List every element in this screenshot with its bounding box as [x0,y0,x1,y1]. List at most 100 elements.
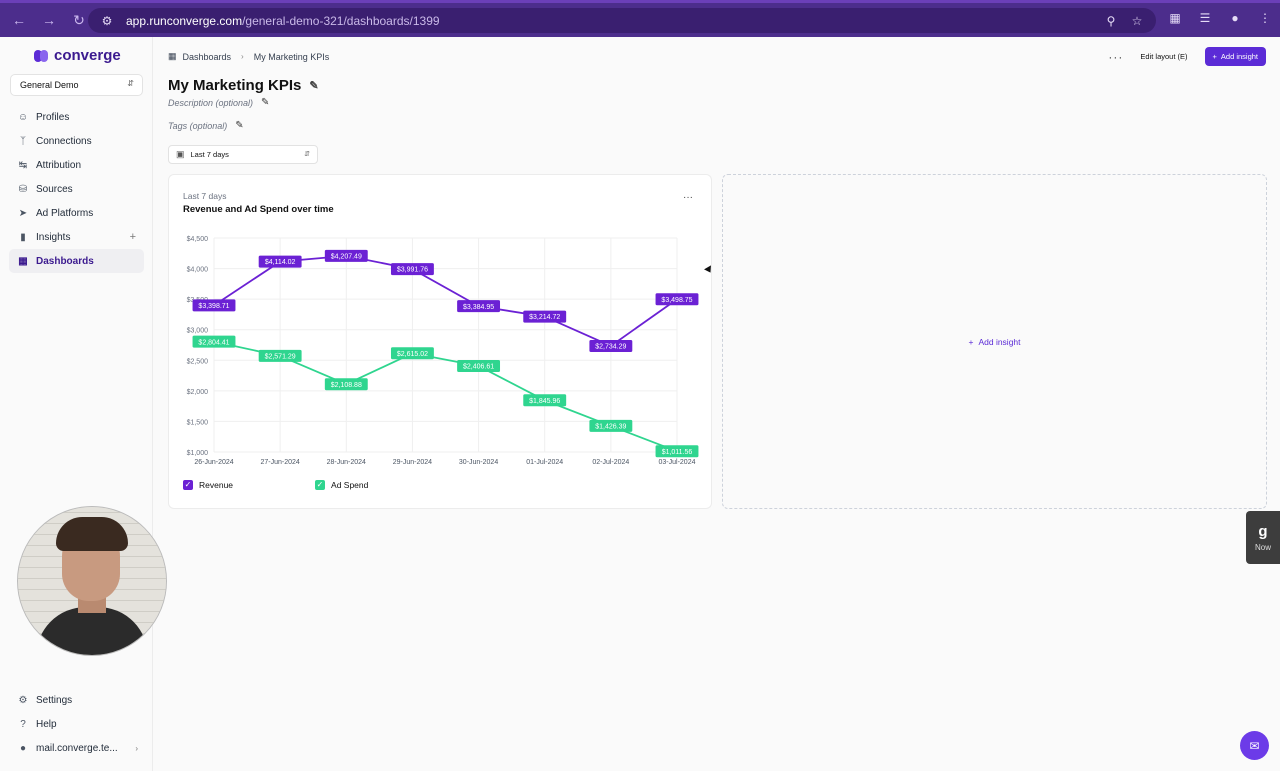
data-point-marker [390,263,434,276]
x-tick-label: 27-Jun-2024 [260,459,299,466]
help-icon: ? [20,718,26,730]
legend-label: Revenue [199,480,234,490]
dashboard-title: My Marketing KPIs [168,77,302,94]
recorder-badge[interactable]: g Now [1246,511,1280,564]
sidebar-item-insights[interactable]: ▮ Insights + [9,225,144,249]
webcam-overlay [17,506,167,656]
extensions-icon[interactable]: ▦ [1169,11,1181,25]
tags-field[interactable]: Tags (optional) ✎ [168,120,244,131]
data-label: $3,214.72 [529,314,560,321]
url-host: app.runconverge.com [126,13,243,28]
data-label: $3,398.71 [198,303,229,310]
add-insight-placeholder[interactable]: + Add insight [722,174,1267,509]
header-actions: ··· Edit layout (E) + Add insight [1108,47,1266,66]
date-range-value: Last 7 days [190,150,229,159]
chevron-right-icon: › [135,743,138,753]
sidebar-item-label: Sources [36,183,73,195]
y-tick-label: $3,000 [187,328,209,335]
more-options-icon[interactable]: ··· [1108,49,1124,64]
data-point-marker [655,293,699,306]
sidebar-item-label: Settings [36,694,73,706]
url-path: /general-demo-321/dashboards/1399 [242,13,440,28]
y-tick-label: $1,000 [187,450,209,457]
date-range-select[interactable]: ▣ Last 7 days ⇵ [168,145,318,164]
user-icon: ☺ [17,111,29,123]
sidebar-item-help[interactable]: ? Help [9,712,144,736]
tags-placeholder: Tags (optional) [168,120,228,131]
logo-text: converge [54,47,121,64]
sidebar-item-connections[interactable]: ᛉ Connections [9,129,144,153]
edit-tags-pencil-icon[interactable]: ✎ [235,120,244,131]
address-bar[interactable]: ⚙ app.runconverge.com/general-demo-321/d… [88,8,1156,33]
x-tick-label: 28-Jun-2024 [327,459,366,466]
profile-icon[interactable]: ● [1231,11,1239,25]
card-more-icon[interactable]: ··· [683,192,693,203]
breadcrumb-root[interactable]: Dashboards [182,51,232,62]
data-point-marker [258,349,302,362]
workspace-name: General Demo [20,80,79,90]
chart-legend: ✓ Revenue ✓ Ad Spend [183,480,368,490]
data-point-marker [390,347,434,360]
data-label: $2,571.29 [265,354,296,361]
bookmark-star-icon[interactable]: ☆ [1131,14,1143,28]
y-tick-label: $4,000 [187,267,209,274]
data-label: $3,991.76 [397,267,428,274]
reading-list-icon[interactable]: ☰ [1199,11,1211,25]
legend-item-ad-spend[interactable]: ✓ Ad Spend [315,480,368,490]
add-insight-label: Add insight [1220,52,1258,61]
attribution-icon: ↹ [18,159,28,171]
workspace-selector[interactable]: General Demo ⇵ [10,74,143,96]
sidebar-item-ad-platforms[interactable]: ➤ Ad Platforms [9,201,144,225]
x-tick-label: 26-Jun-2024 [194,459,233,466]
sidebar-item-label: Attribution [36,159,82,171]
checkbox-icon[interactable]: ✓ [315,480,326,490]
x-tick-label: 01-Jul-2024 [526,459,563,466]
legend-item-revenue[interactable]: ✓ Revenue [183,480,233,490]
y-tick-label: $1,500 [187,419,209,426]
reload-icon[interactable]: ↻ [73,11,85,28]
sidebar-item-attribution[interactable]: ↹ Attribution [9,153,144,177]
dashboards-grid-icon: ▦ [168,51,177,61]
calendar-icon: ▣ [176,149,185,159]
recorder-label: Now [1254,543,1271,552]
sidebar-item-account[interactable]: ● mail.converge.te... › [9,736,144,760]
x-tick-label: 29-Jun-2024 [393,459,432,466]
checkbox-icon[interactable]: ✓ [183,480,193,490]
sidebar-item-label: Dashboards [36,255,94,267]
sidebar-item-profiles[interactable]: ☺ Profiles [9,105,144,129]
converge-logo-icon [34,49,48,63]
x-tick-label: 30-Jun-2024 [459,459,498,466]
add-insight-button[interactable]: + Add insight [1204,47,1266,66]
data-label: $4,114.02 [265,259,296,266]
edit-layout-button[interactable]: Edit layout (E) [1133,47,1194,66]
edit-title-pencil-icon[interactable]: ✎ [309,80,319,92]
chat-support-icon[interactable]: ✉ [1240,731,1269,760]
sidebar-item-label: Profiles [36,111,70,123]
sidebar-item-sources[interactable]: ⛁ Sources [9,177,144,201]
chart: $1,000$1,500$2,000$2,500$3,000$3,500$4,0… [187,236,699,466]
card-title: Revenue and Ad Spend over time [183,204,334,215]
forward-icon[interactable]: → [42,12,56,28]
chevron-updown-icon: ⇵ [127,79,134,88]
data-point-marker [457,359,501,372]
edit-description-pencil-icon[interactable]: ✎ [261,97,270,108]
recorder-logo-icon: g [1258,523,1268,540]
back-icon[interactable]: ← [12,12,26,28]
description-field[interactable]: Description (optional) ✎ [168,97,269,108]
data-label: $2,615.02 [397,351,428,358]
chevron-updown-icon: ⇵ [304,151,310,158]
sidebar-item-settings[interactable]: ⚙ Settings [9,688,144,712]
add-insight-plus-icon[interactable]: + [129,231,136,243]
x-tick-label: 02-Jul-2024 [592,459,629,466]
site-settings-icon[interactable]: ⚙ [101,13,113,28]
database-icon: ⛁ [18,183,28,195]
sidebar-item-dashboards[interactable]: ▦ Dashboards [9,249,144,273]
person-icon: ● [19,742,27,754]
y-tick-label: $2,000 [187,389,209,396]
data-label: $1,011.56 [662,449,693,456]
data-label: $2,108.88 [331,382,362,389]
browser-toolbar: ← → ↻ ⚙ app.runconverge.com/general-demo… [0,0,1280,37]
browser-menu-icon[interactable]: ⋮ [1259,11,1271,25]
logo[interactable]: converge [34,47,121,64]
zoom-icon[interactable]: ⚲ [1106,14,1116,28]
